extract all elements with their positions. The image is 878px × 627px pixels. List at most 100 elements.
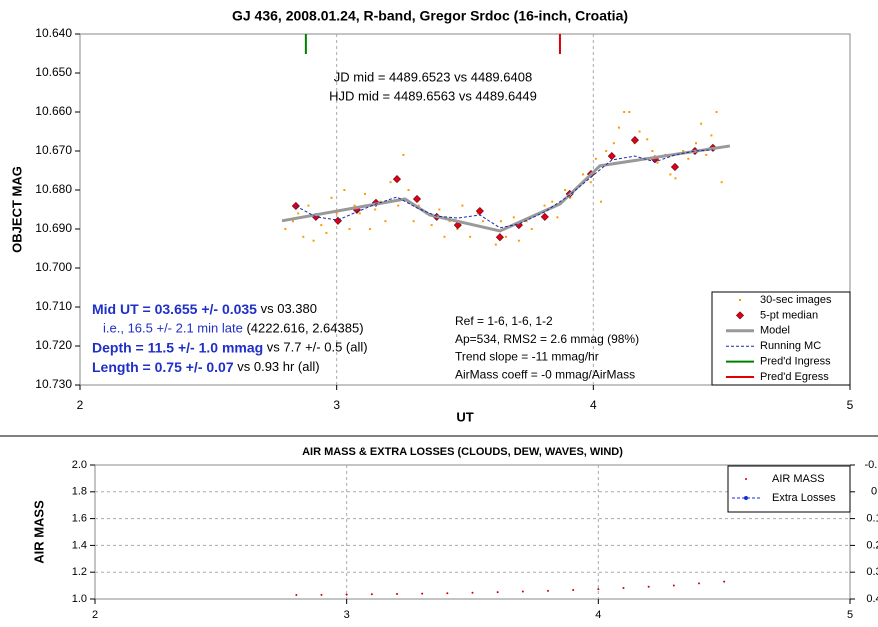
- point: [307, 204, 310, 207]
- point: [325, 231, 328, 234]
- point: [476, 212, 479, 215]
- y-axis-label: AIR MASS: [31, 500, 46, 564]
- marker: [453, 221, 462, 230]
- marker: [630, 136, 639, 145]
- point: [353, 204, 356, 207]
- legend-box: [711, 291, 851, 386]
- point: [312, 239, 315, 242]
- point: [358, 212, 361, 215]
- y-tick-label: 1.6: [72, 513, 87, 525]
- point: [335, 212, 338, 215]
- point: [547, 589, 549, 592]
- point: [687, 157, 690, 160]
- x-tick-label: 5: [847, 609, 853, 621]
- x-tick-label: 3: [333, 398, 340, 412]
- series-line: [281, 144, 731, 233]
- point: [674, 177, 677, 180]
- point: [647, 585, 650, 588]
- legend-label: Model: [760, 325, 790, 337]
- point: [284, 228, 287, 230]
- y2-tick-label: 0.4: [866, 593, 878, 605]
- legend-label: AIR MASS: [772, 473, 825, 485]
- legend-label: Running MC: [760, 340, 821, 352]
- point: [384, 220, 387, 223]
- marker: [412, 194, 422, 203]
- note: Ap=534, RMS2 = 2.6 mmag (98%): [455, 332, 639, 346]
- note-part: Depth = 11.5 +/- 1.0 mmag: [92, 339, 263, 355]
- note-part: (4222.616, 2.64385): [243, 321, 364, 336]
- point: [397, 204, 400, 207]
- point: [402, 153, 405, 156]
- x-tick-label: 4: [595, 609, 601, 621]
- point: [720, 181, 723, 184]
- point: [471, 591, 474, 594]
- note-part: vs 03.380: [257, 301, 317, 316]
- point: [443, 235, 446, 238]
- legend-symbol: [739, 299, 741, 301]
- point: [297, 212, 300, 215]
- point: [343, 189, 346, 191]
- note: Trend slope = -11 mmag/hr: [455, 350, 599, 364]
- legend-label: Extra Losses: [772, 492, 836, 504]
- point: [698, 582, 700, 585]
- note-part: Mid UT = 03.655 +/- 0.035: [92, 301, 257, 317]
- legend-label: Pred'd Ingress: [760, 356, 831, 368]
- y-tick-label: 10.700: [35, 260, 72, 274]
- series-line: [295, 149, 713, 229]
- note: Length = 0.75 +/- 0.07 vs 0.93 hr (all): [92, 359, 320, 375]
- note-part: vs 7.7 +/- 0.5 (all): [263, 340, 367, 355]
- annotation: JD mid = 4489.6523 vs 4489.6408: [334, 69, 532, 84]
- note: Depth = 11.5 +/- 1.0 mmag vs 7.7 +/- 0.5…: [92, 339, 368, 355]
- y2-tick-label: 0.1: [866, 513, 878, 525]
- point: [438, 208, 441, 211]
- point: [569, 196, 572, 199]
- legend-label: Pred'd Egress: [760, 371, 829, 383]
- note: Mid UT = 03.655 +/- 0.035 vs 03.380: [92, 301, 317, 317]
- point: [530, 228, 533, 230]
- chart-title: AIR MASS & EXTRA LOSSES (CLOUDS, DEW, WA…: [302, 446, 623, 458]
- point: [496, 591, 499, 594]
- point: [448, 220, 451, 223]
- note: i.e., 16.5 +/- 2.1 min late (4222.616, 2…: [103, 321, 364, 336]
- point: [469, 235, 472, 238]
- y2-tick-label: 0: [871, 486, 877, 498]
- point: [582, 173, 585, 176]
- point: [330, 196, 333, 199]
- y-tick-label: 10.720: [35, 338, 72, 352]
- y-tick-label: 1.2: [72, 566, 87, 578]
- y-tick-label: 2.0: [72, 459, 87, 471]
- note: AirMass coeff = -0 mmag/AirMass: [455, 367, 635, 381]
- marker: [392, 175, 402, 184]
- x-axis-label: UT: [456, 409, 473, 424]
- y2-tick-label: 0.2: [866, 539, 878, 551]
- point: [700, 122, 703, 125]
- marker: [540, 212, 549, 221]
- legend-label: 5-pt median: [760, 309, 818, 321]
- point: [345, 593, 348, 596]
- point: [723, 580, 726, 583]
- y-tick-label: 10.660: [35, 104, 72, 118]
- point: [623, 111, 626, 113]
- point: [481, 220, 484, 223]
- point: [710, 134, 713, 137]
- x-tick-label: 2: [92, 609, 98, 621]
- y-tick-label: 10.650: [35, 65, 72, 79]
- point: [302, 235, 305, 238]
- y-tick-label: 10.640: [35, 26, 72, 40]
- x-tick-label: 3: [344, 609, 350, 621]
- point: [446, 592, 449, 595]
- point: [456, 228, 459, 230]
- y-tick-label: 10.710: [35, 299, 72, 313]
- point: [600, 200, 603, 203]
- point: [669, 173, 672, 176]
- point: [412, 220, 415, 223]
- point: [512, 216, 515, 219]
- point: [682, 150, 685, 152]
- legend-symbol: [745, 478, 747, 480]
- point: [556, 216, 559, 219]
- note-part: i.e., 16.5 +/- 2.1 min late: [103, 321, 243, 336]
- point: [494, 243, 497, 246]
- point: [597, 588, 600, 591]
- point: [348, 228, 351, 230]
- y-tick-label: 10.690: [35, 221, 72, 235]
